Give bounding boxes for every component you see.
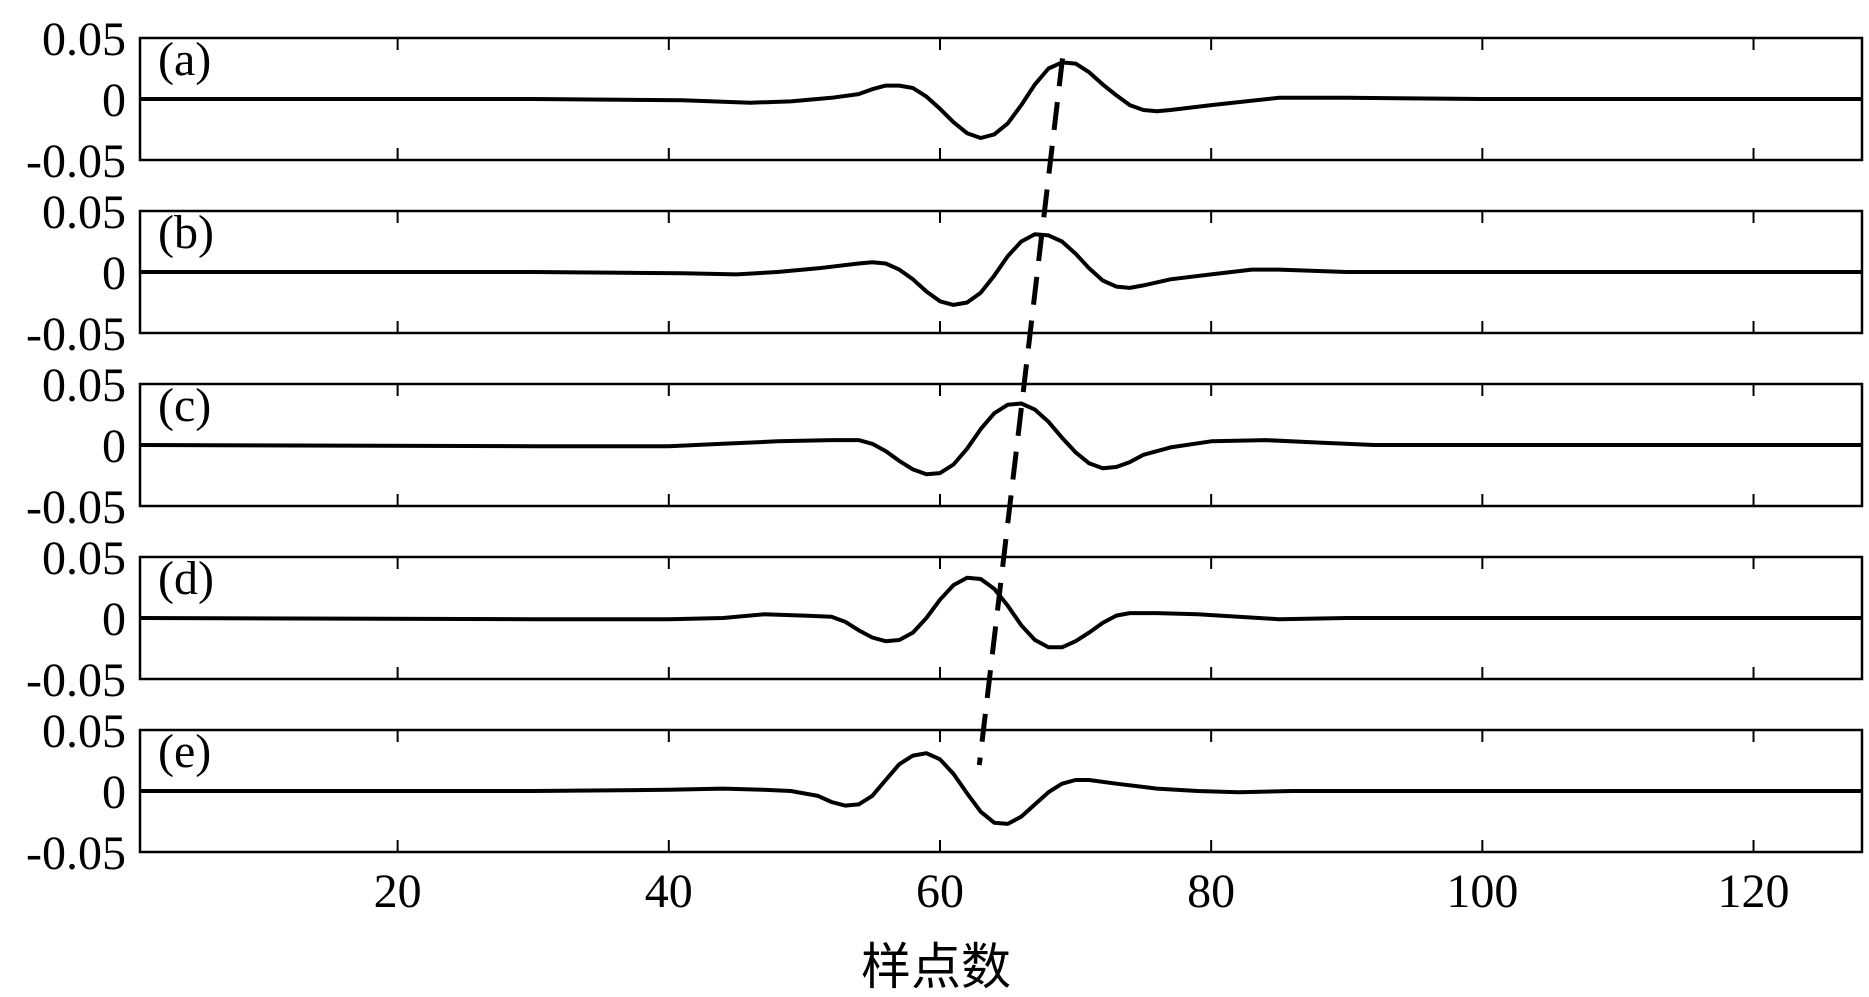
y-tick-label: 0.05 <box>42 705 126 758</box>
y-tick-label: -0.05 <box>26 135 126 188</box>
y-tick-label: -0.05 <box>26 654 126 707</box>
waveform-line <box>139 401 1862 477</box>
panel-4: 0.05 0 -0.05 (d) <box>26 532 1864 707</box>
panel-label: (c) <box>158 379 211 432</box>
y-tick-label: 0.05 <box>42 532 126 585</box>
panel-1: 0.05 0 -0.05 (a) <box>26 13 1864 188</box>
waveform-line <box>140 232 1862 307</box>
panel-label: (e) <box>158 725 211 778</box>
panel-label: (b) <box>158 206 214 259</box>
peak-trend-dashed-line <box>976 58 1065 766</box>
y-tick-label: 0 <box>102 766 126 819</box>
x-tick-label: 40 <box>645 865 693 918</box>
panel-2: 0.05 0 -0.05 (b) <box>26 186 1864 361</box>
y-tick-label: 0 <box>102 247 126 300</box>
y-tick-label: -0.05 <box>26 308 126 361</box>
y-tick-label: 0 <box>102 593 126 646</box>
y-tick-label: -0.05 <box>26 481 126 534</box>
panel-label: (d) <box>158 552 214 605</box>
y-tick-label: 0.05 <box>42 359 126 412</box>
x-axis-label: 样点数 <box>861 939 1011 995</box>
y-tick-label: 0.05 <box>42 186 126 239</box>
y-tick-label: 0.05 <box>42 13 126 66</box>
panel-3: 0.05 0 -0.05 (c) <box>26 359 1864 534</box>
x-tick-label: 80 <box>1187 865 1235 918</box>
y-tick-label: 0 <box>102 74 126 127</box>
waveform-line <box>140 751 1862 826</box>
panel-5: 0.05 0 -0.05 (e) <box>26 705 1864 880</box>
waveform-line <box>139 575 1862 650</box>
x-tick-labels: 20 40 60 80 100 120 <box>374 865 1790 918</box>
x-tick-label: 20 <box>374 865 422 918</box>
x-tick-label: 120 <box>1718 865 1790 918</box>
y-tick-label: 0 <box>102 420 126 473</box>
x-tick-label: 60 <box>916 865 964 918</box>
waveform-line <box>140 60 1862 140</box>
panel-label: (a) <box>158 33 211 86</box>
x-tick-label: 100 <box>1446 865 1518 918</box>
panels-group: 0.050-0.05(a)0.050-0.05(b)0.050-0.05(c)0… <box>26 13 1864 880</box>
y-tick-label: -0.05 <box>26 827 126 880</box>
